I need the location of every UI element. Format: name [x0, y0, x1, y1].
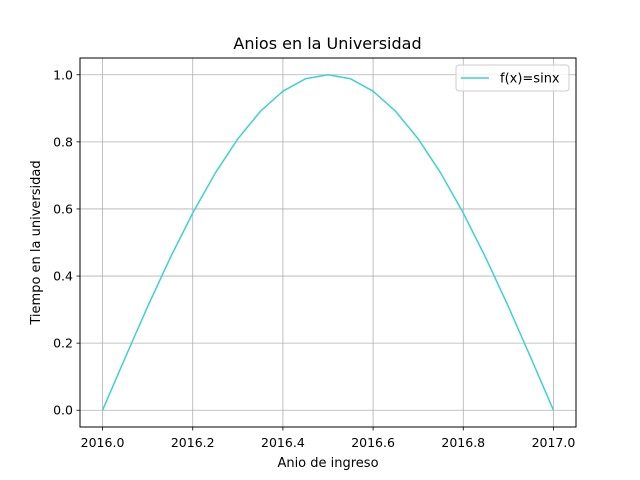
- legend-box: [455, 64, 570, 92]
- y-tick-label: 0.2: [53, 336, 73, 351]
- x-tick-label: 2016.0: [81, 435, 125, 450]
- chart-title: Anios en la Universidad: [233, 34, 421, 53]
- legend: f(x)=sinx: [455, 64, 570, 92]
- plot-frame: [79, 57, 577, 428]
- y-axis-label: Tiempo en la universidad: [29, 160, 44, 325]
- grid: [80, 58, 576, 427]
- x-tick-label: 2016.8: [441, 435, 485, 450]
- series-line: [101, 74, 555, 411]
- y-tick-label: 0.4: [53, 269, 73, 284]
- y-tick-label: 0.0: [53, 403, 73, 418]
- x-axis-ticks: 2016.0 2016.2 2016.4 2016.6 2016.8 2017.0: [81, 427, 576, 450]
- x-tick-label: 2016.6: [351, 435, 395, 450]
- legend-label: f(x)=sinx: [500, 72, 560, 87]
- y-tick-label: 0.6: [53, 201, 73, 216]
- y-tick-label: 1.0: [53, 67, 73, 82]
- y-axis-ticks: 0.0 0.2 0.4 0.6 0.8 1.0: [53, 67, 80, 418]
- x-tick-label: 2016.4: [261, 435, 305, 450]
- x-tick-label: 2017.0: [532, 435, 576, 450]
- x-tick-label: 2016.2: [171, 435, 215, 450]
- x-axis-label: Anio de ingreso: [277, 456, 378, 471]
- y-tick-label: 0.8: [53, 134, 73, 149]
- series-layer: [101, 74, 555, 411]
